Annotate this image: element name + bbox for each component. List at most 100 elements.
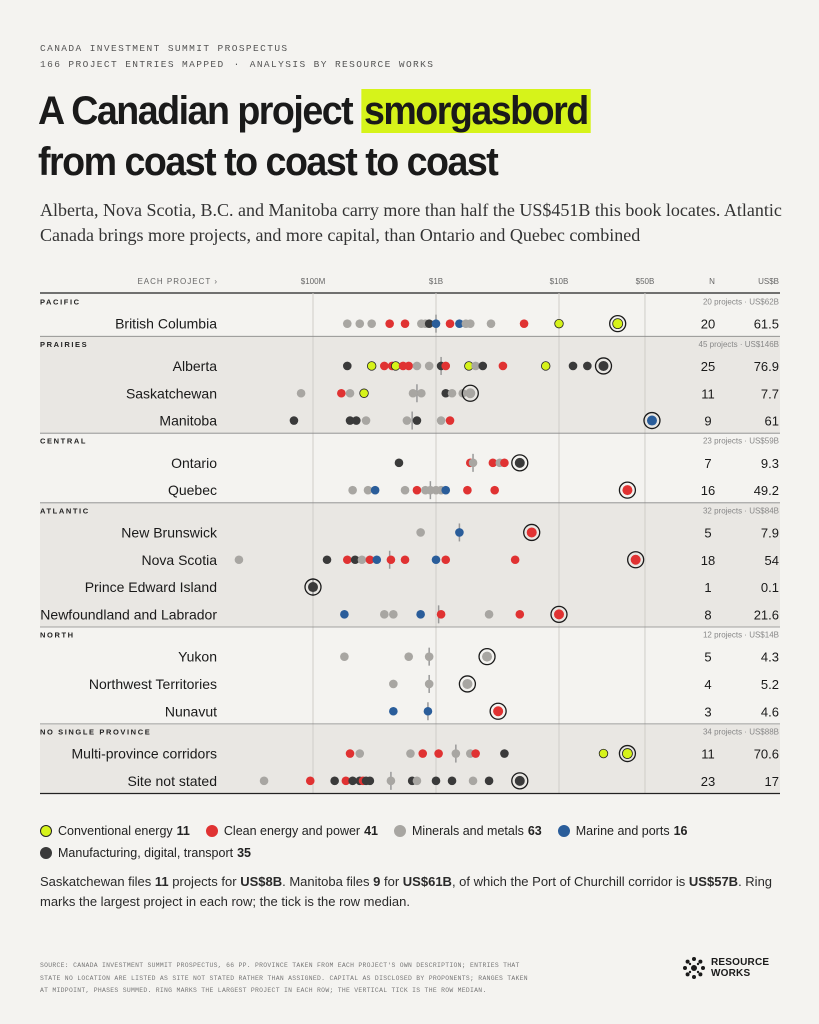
legend-swatch	[40, 847, 52, 859]
x-tick-label: $10B	[550, 277, 569, 286]
largest-dot	[514, 457, 525, 468]
row-count: 11	[701, 386, 715, 401]
kicker-entries: 166 PROJECT ENTRIES MAPPED	[40, 59, 225, 70]
legend-item-minerals: Minerals and metals 63	[394, 820, 542, 842]
row-total: 61	[765, 414, 779, 429]
project-dot	[445, 319, 455, 328]
project-dot	[471, 749, 480, 758]
project-dot	[380, 610, 389, 619]
row-count: 18	[701, 553, 715, 568]
project-dot	[357, 555, 367, 565]
project-dot	[455, 319, 464, 328]
project-dot	[431, 776, 441, 786]
project-dot	[355, 319, 365, 328]
title-part-1: A Canadian project	[38, 89, 362, 133]
project-dot	[441, 388, 451, 398]
legend-swatch	[40, 825, 52, 837]
largest-ring	[489, 702, 507, 720]
note-value: 11	[154, 874, 169, 889]
note-value: US$61B	[402, 874, 452, 889]
project-dot	[471, 361, 480, 371]
row-total: 76.9	[754, 359, 779, 374]
project-dot	[389, 610, 398, 619]
kicker-line-1: CANADA INVESTMENT SUMMIT PROSPECTUS	[40, 43, 289, 54]
legend-label: Conventional energy	[58, 824, 173, 838]
usd-header: US$B	[758, 277, 779, 286]
row-count: 8	[704, 607, 711, 622]
project-dot	[352, 416, 361, 425]
project-dot	[340, 610, 349, 619]
project-dot	[468, 776, 478, 786]
row-total: 9.3	[761, 456, 779, 471]
project-dot	[424, 679, 434, 689]
project-dot	[380, 361, 389, 371]
project-dot	[342, 319, 352, 328]
project-dot	[455, 528, 464, 537]
largest-ring	[609, 315, 627, 333]
row-label: Saskatchewan	[126, 385, 217, 401]
project-dot	[500, 458, 509, 468]
project-dot	[365, 776, 375, 786]
row-label: Manitoba	[159, 413, 217, 429]
legend-label: Minerals and metals	[412, 824, 524, 838]
group-summary: 12 projects · US$14B	[703, 631, 779, 640]
row-count: 9	[704, 414, 711, 429]
x-tick-label: $100M	[301, 277, 326, 286]
project-dot	[463, 485, 472, 495]
legend-label: Marine and ports	[575, 824, 670, 838]
project-dot	[412, 361, 422, 371]
row-label: Yukon	[178, 649, 217, 665]
project-dot	[498, 361, 508, 371]
project-dot	[490, 485, 499, 495]
group-label: PRAIRIES	[40, 340, 88, 349]
project-dot	[385, 319, 394, 328]
largest-dot	[514, 775, 525, 786]
largest-ring	[458, 675, 477, 693]
largest-dot	[646, 415, 657, 426]
project-dot	[372, 555, 382, 565]
legend-label: Manufacturing, digital, transport	[58, 846, 234, 860]
project-dot	[330, 776, 339, 786]
note-value: 9	[373, 874, 381, 889]
project-dot	[468, 458, 478, 468]
row-label: Quebec	[168, 482, 217, 498]
project-dot	[510, 555, 520, 565]
brand-name: RESOURCE WORKS	[711, 957, 769, 979]
page-title: A Canadian project smorgasbord from coas…	[38, 86, 752, 188]
largest-ring	[461, 384, 479, 402]
kicker-analysis: ANALYSIS BY RESOURCE WORKS	[249, 59, 435, 70]
legend-swatch	[205, 825, 218, 837]
project-dot	[431, 555, 441, 565]
project-dot	[359, 388, 369, 398]
largest-dot	[465, 388, 476, 399]
group-label: PACIFIC	[40, 298, 81, 307]
row-count: 11	[701, 747, 715, 762]
legend-count: 63	[527, 824, 542, 838]
group-band	[40, 502, 780, 627]
project-dot	[416, 528, 425, 537]
project-dot	[412, 485, 422, 495]
project-dot	[390, 361, 401, 371]
legend-item-manufacturing: Manufacturing, digital, transport 35	[40, 842, 251, 864]
project-dot	[434, 749, 443, 758]
project-dot	[418, 749, 428, 758]
project-dot	[406, 749, 415, 758]
row-total: 17	[765, 774, 779, 789]
largest-dot	[598, 360, 609, 371]
project-dot	[424, 361, 434, 371]
project-dot	[404, 652, 414, 661]
legend-count: 11	[176, 824, 190, 838]
x-tick-label: $1B	[429, 277, 443, 286]
x-tick-label: $50B	[636, 277, 655, 286]
title-line-2: from coast to coast to coast	[38, 140, 499, 184]
note-text: Saskatchewan files	[40, 874, 155, 889]
group-summary: 34 projects · US$88B	[703, 727, 779, 736]
project-dot	[436, 610, 446, 619]
project-dot	[500, 749, 509, 758]
row-total: 61.5	[754, 317, 779, 332]
project-dot	[598, 748, 609, 759]
project-dot	[234, 555, 244, 565]
row-count: 20	[701, 317, 715, 332]
group-label: NO SINGLE PROVINCE	[40, 727, 151, 736]
project-dot	[417, 388, 426, 398]
